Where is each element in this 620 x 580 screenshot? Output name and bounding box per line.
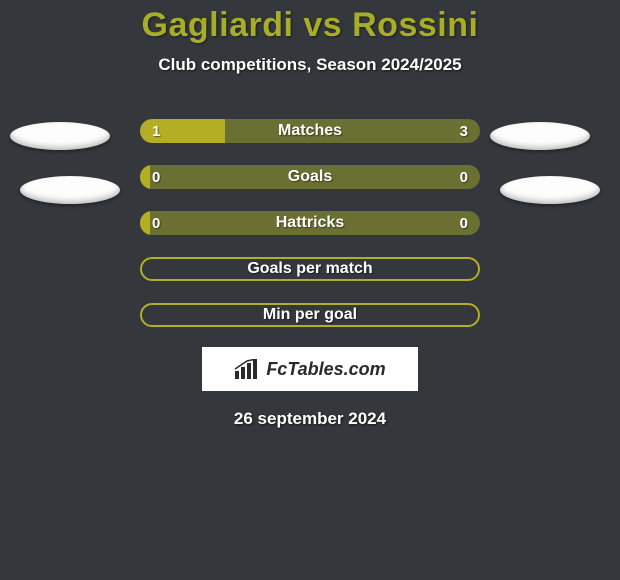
player-left-ellipse-2: [20, 176, 120, 204]
row-goals-right-value: 0: [460, 165, 468, 189]
row-goals-per-match-label: Goals per match: [247, 260, 372, 278]
row-min-per-goal-label: Min per goal: [263, 306, 357, 324]
page-title: Gagliardi vs Rossini: [0, 0, 620, 45]
row-goals: 0 Goals 0: [140, 165, 480, 189]
bar-chart-icon: [234, 359, 260, 379]
row-matches-right-value: 3: [460, 119, 468, 143]
page-subtitle: Club competitions, Season 2024/2025: [0, 55, 620, 75]
player-right-ellipse-2: [500, 176, 600, 204]
row-hattricks-right-value: 0: [460, 211, 468, 235]
row-hattricks: 0 Hattricks 0: [140, 211, 480, 235]
row-goals-per-match: Goals per match: [140, 257, 480, 281]
comparison-rows: 1 Matches 3 0 Goals 0 0 Hattricks 0 Goal…: [140, 119, 480, 327]
row-hattricks-label: Hattricks: [140, 211, 480, 235]
row-matches-label: Matches: [140, 119, 480, 143]
footer-date: 26 september 2024: [0, 409, 620, 429]
logo-text: FcTables.com: [266, 359, 385, 380]
logo-box: FcTables.com: [202, 347, 418, 391]
row-matches: 1 Matches 3: [140, 119, 480, 143]
row-goals-label: Goals: [140, 165, 480, 189]
player-right-ellipse-1: [490, 122, 590, 150]
root-container: Gagliardi vs Rossini Club competitions, …: [0, 0, 620, 580]
row-min-per-goal: Min per goal: [140, 303, 480, 327]
player-left-ellipse-1: [10, 122, 110, 150]
